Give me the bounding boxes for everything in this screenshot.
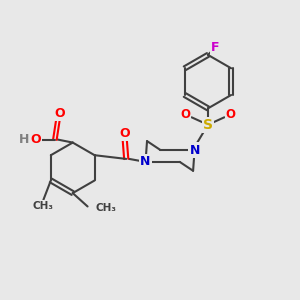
Text: O: O (119, 127, 130, 140)
Text: O: O (180, 108, 190, 122)
Text: H: H (19, 133, 29, 146)
Text: CH₃: CH₃ (33, 201, 54, 211)
Text: N: N (189, 143, 200, 157)
Text: CH₃: CH₃ (95, 203, 116, 213)
Text: S: S (203, 118, 213, 132)
Text: O: O (30, 133, 41, 146)
Text: N: N (140, 155, 151, 168)
Text: F: F (211, 41, 220, 54)
Text: O: O (226, 108, 236, 122)
Text: O: O (54, 107, 65, 120)
